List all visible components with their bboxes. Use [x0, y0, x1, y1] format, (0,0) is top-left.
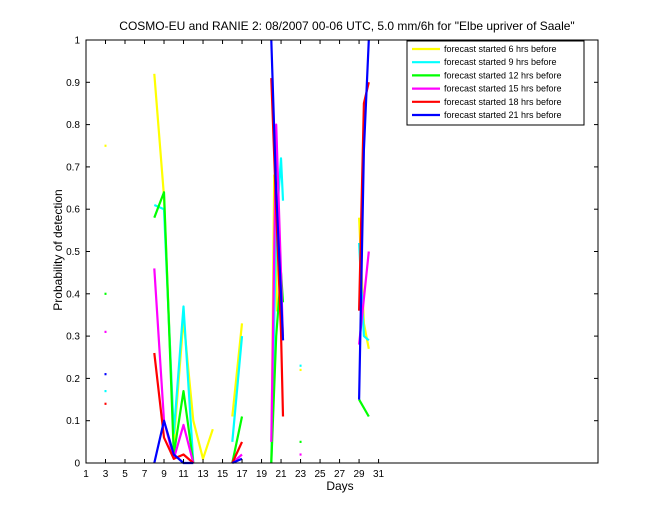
series-line — [270, 39, 285, 341]
series-line — [153, 191, 195, 464]
series-layer — [104, 39, 370, 465]
y-tick-label: 0.7 — [66, 162, 80, 173]
x-tick-label: 23 — [295, 469, 307, 480]
y-tick-label: 1 — [74, 36, 80, 47]
y-tick-label: 0.8 — [66, 120, 80, 131]
legend-box — [406, 40, 585, 126]
y-tick-label: 0.4 — [66, 289, 80, 300]
x-tick-label: 21 — [275, 469, 287, 480]
x-tick-label: 29 — [354, 469, 366, 480]
y-tick-label: 0.3 — [66, 332, 80, 343]
series-line — [358, 399, 370, 418]
x-tick-label: 31 — [373, 469, 385, 480]
x-tick-label: 11 — [178, 469, 189, 480]
x-tick-label: 5 — [122, 469, 128, 480]
legend-label: forecast started 15 hrs before — [444, 84, 562, 94]
y-tick-label: 0 — [74, 459, 80, 470]
x-tick-label: 1 — [83, 469, 89, 480]
series-line — [153, 352, 195, 464]
y-tick-label: 0.1 — [66, 416, 80, 427]
x-tick-label: 13 — [197, 469, 209, 480]
legend-label: forecast started 21 hrs before — [444, 110, 562, 120]
legend-label: forecast started 18 hrs before — [444, 97, 562, 107]
y-tick-label: 0.6 — [66, 205, 80, 216]
series-line — [231, 457, 243, 465]
y-tick-label: 0.9 — [66, 78, 80, 89]
legend-label: forecast started 12 hrs before — [444, 70, 562, 80]
series-line — [358, 39, 370, 400]
chart-title: COSMO-EU and RANIE 2: 08/2007 00-06 UTC,… — [119, 19, 574, 33]
legend: forecast started 6 hrs before forecast st… — [406, 40, 585, 126]
legend-label: forecast started 6 hrs before — [444, 44, 557, 54]
legend-label: forecast started 9 hrs before — [444, 57, 557, 67]
y-tick-label: 0.2 — [66, 374, 80, 385]
x-tick-label: 27 — [334, 469, 346, 480]
series-line — [231, 441, 243, 464]
x-tick-label: 17 — [236, 469, 248, 480]
y-tick-label: 0.5 — [66, 247, 80, 258]
x-tick-label: 7 — [142, 469, 148, 480]
series-line — [231, 323, 244, 417]
x-tick-label: 9 — [161, 469, 167, 480]
x-tick-label: 15 — [217, 469, 229, 480]
x-tick-label: 3 — [103, 469, 109, 480]
y-axis-title: Probability of detection — [51, 189, 65, 310]
series-line — [231, 416, 244, 464]
series-line — [231, 335, 244, 443]
x-tick-label: 25 — [314, 469, 326, 480]
axis-layer: 1 3 5 7 9 11 13 15 17 19 21 23 25 27 29 3100.10.20.30.4… — [66, 36, 598, 480]
x-axis-title: Days — [326, 479, 353, 493]
x-tick-label: 19 — [256, 469, 268, 480]
